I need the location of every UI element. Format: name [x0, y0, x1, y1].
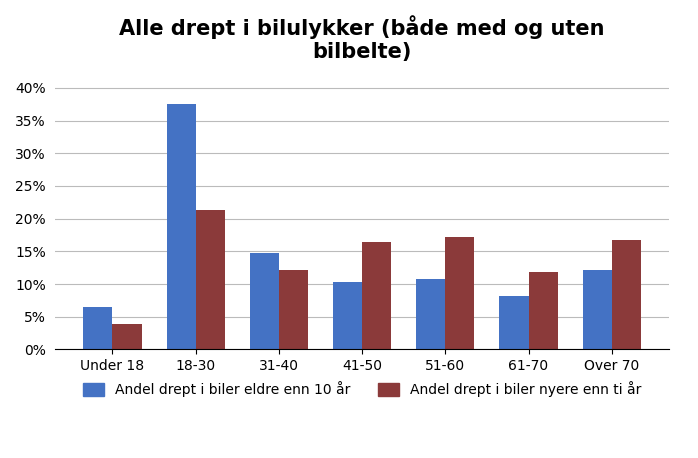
Bar: [333, 282, 362, 349]
Bar: [83, 307, 112, 349]
Bar: [445, 237, 475, 349]
Bar: [167, 104, 195, 349]
Bar: [112, 324, 142, 349]
Bar: [279, 270, 308, 349]
Bar: [195, 210, 225, 349]
Bar: [499, 296, 528, 349]
Bar: [583, 270, 611, 349]
Bar: [250, 253, 279, 349]
Bar: [362, 241, 391, 349]
Title: Alle drept i bilulykker (både med og uten
bilbelte): Alle drept i bilulykker (både med og ute…: [119, 15, 605, 62]
Legend: Andel drept i biler eldre enn 10 år, Andel drept i biler nyere enn ti år: Andel drept i biler eldre enn 10 år, And…: [77, 376, 647, 403]
Bar: [528, 272, 558, 349]
Bar: [611, 240, 641, 349]
Bar: [416, 279, 445, 349]
